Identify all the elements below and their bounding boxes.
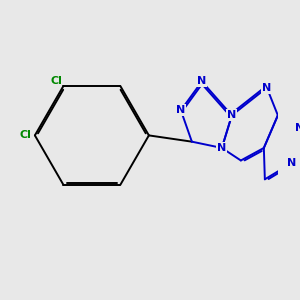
Text: N: N <box>176 105 185 115</box>
Text: N: N <box>287 158 296 168</box>
Text: N: N <box>227 110 236 120</box>
Text: N: N <box>295 123 300 133</box>
Text: N: N <box>197 76 206 86</box>
Text: Cl: Cl <box>50 76 62 86</box>
Text: Cl: Cl <box>20 130 32 140</box>
Text: N: N <box>262 83 272 93</box>
Text: N: N <box>217 143 226 153</box>
